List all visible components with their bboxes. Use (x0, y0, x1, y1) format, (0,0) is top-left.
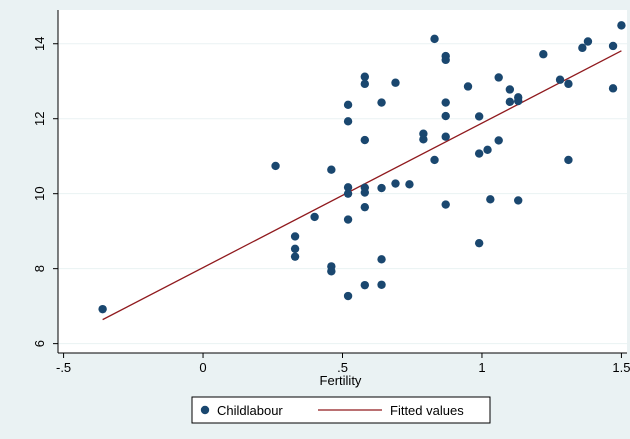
data-point (430, 155, 439, 165)
data-point (360, 79, 370, 89)
data-point (578, 43, 587, 53)
data-point (441, 55, 450, 65)
data-point (474, 149, 484, 158)
legend-box (191, 396, 491, 424)
legend: Childlabour Fitted values (191, 396, 491, 424)
legend-marker-childlabour (200, 405, 210, 415)
y-tick-label: 12 (32, 111, 47, 125)
data-point (343, 100, 353, 110)
legend-label-childlabour: Childlabour (217, 403, 283, 418)
data-point (419, 135, 428, 144)
data-point (343, 183, 353, 192)
legend-label-fitted-values: Fitted values (390, 403, 464, 418)
data-point (505, 85, 515, 94)
data-point (360, 135, 370, 145)
x-tick-label: .5 (337, 360, 348, 375)
data-point (391, 179, 400, 188)
data-point (377, 280, 386, 289)
data-point (608, 84, 618, 93)
data-point (505, 97, 515, 107)
data-point (343, 117, 353, 126)
x-tick-label: 0 (199, 360, 206, 375)
data-point (310, 212, 319, 222)
data-point (377, 183, 386, 193)
data-point (441, 111, 450, 121)
data-point (360, 280, 370, 290)
data-point (430, 34, 439, 44)
data-point (327, 165, 336, 174)
data-point (377, 98, 386, 107)
data-point (360, 188, 370, 197)
data-point (405, 180, 414, 189)
axes: 6 8 10 12 14 -.5 0 .5 1 1.5 (32, 10, 630, 375)
data-point (564, 79, 573, 89)
y-tick-label: 8 (32, 265, 47, 272)
data-point (555, 75, 565, 84)
data-point (271, 161, 280, 171)
y-tick-label: 14 (32, 37, 47, 51)
data-point (98, 304, 107, 314)
data-point (377, 255, 386, 264)
data-point (494, 136, 503, 145)
data-point (290, 244, 300, 253)
data-point (463, 82, 473, 91)
data-point (343, 189, 353, 198)
plot-area (58, 10, 627, 353)
data-point (583, 37, 593, 46)
y-tick-label: 6 (32, 340, 47, 347)
data-point (539, 50, 548, 59)
data-point (474, 238, 484, 248)
data-point (617, 21, 626, 30)
data-point (514, 196, 523, 205)
data-point (564, 155, 573, 165)
x-axis-title: Fertility (320, 373, 362, 388)
data-point (360, 72, 370, 81)
data-point (290, 232, 300, 241)
grid-lines (58, 43, 627, 345)
data-point (441, 98, 450, 107)
x-tick-label: 1 (478, 360, 485, 375)
y-tick-label: 10 (32, 186, 47, 200)
data-point (343, 215, 353, 224)
data-point (391, 78, 400, 87)
data-point (514, 96, 523, 106)
data-point (494, 73, 503, 82)
data-point (290, 252, 300, 261)
data-point (360, 202, 370, 212)
data-point (343, 291, 353, 301)
data-point (483, 145, 492, 155)
data-point (327, 267, 336, 276)
x-tick-label: 1.5 (612, 360, 630, 375)
x-tick-label: -.5 (56, 360, 71, 375)
data-point (441, 200, 450, 209)
data-point (441, 132, 450, 141)
data-point (474, 112, 484, 121)
childlabour-points (98, 21, 626, 314)
data-point (486, 195, 495, 204)
data-point (608, 41, 618, 51)
